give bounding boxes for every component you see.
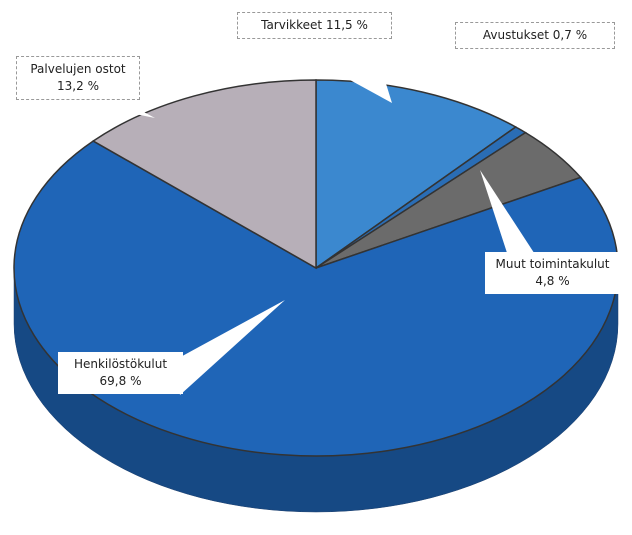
value-label: 69,8 % xyxy=(99,374,142,388)
slice-label: Tarvikkeet 11,5 % xyxy=(237,12,392,39)
slice xyxy=(91,79,317,270)
value-label: 4,8 % xyxy=(535,274,570,288)
slice-label: Henkilöstökulut 69,8 % xyxy=(58,352,183,394)
slice-label: Muut toimintakulut 4,8 % xyxy=(485,252,620,294)
slice-label: Avustukset 0,7 % xyxy=(455,22,615,49)
value-label: 11,5 % xyxy=(325,18,368,32)
category-name: Tarvikkeet xyxy=(261,18,323,32)
callout-pointer xyxy=(480,170,540,262)
category-name: Palvelujen ostot xyxy=(30,62,126,76)
slice-label: Palvelujen ostot 13,2 % xyxy=(16,56,140,100)
value-label: 13,2 % xyxy=(57,79,99,93)
slice xyxy=(315,79,518,270)
callout-pointer xyxy=(125,110,155,118)
category-name: Avustukset xyxy=(482,28,549,42)
category-name: Muut toimintakulut xyxy=(495,257,610,271)
category-name: Henkilöstökulut xyxy=(73,357,168,371)
callout-pointer xyxy=(350,58,392,103)
callout-pointer xyxy=(175,300,285,395)
value-label: 0,7 % xyxy=(552,28,588,42)
